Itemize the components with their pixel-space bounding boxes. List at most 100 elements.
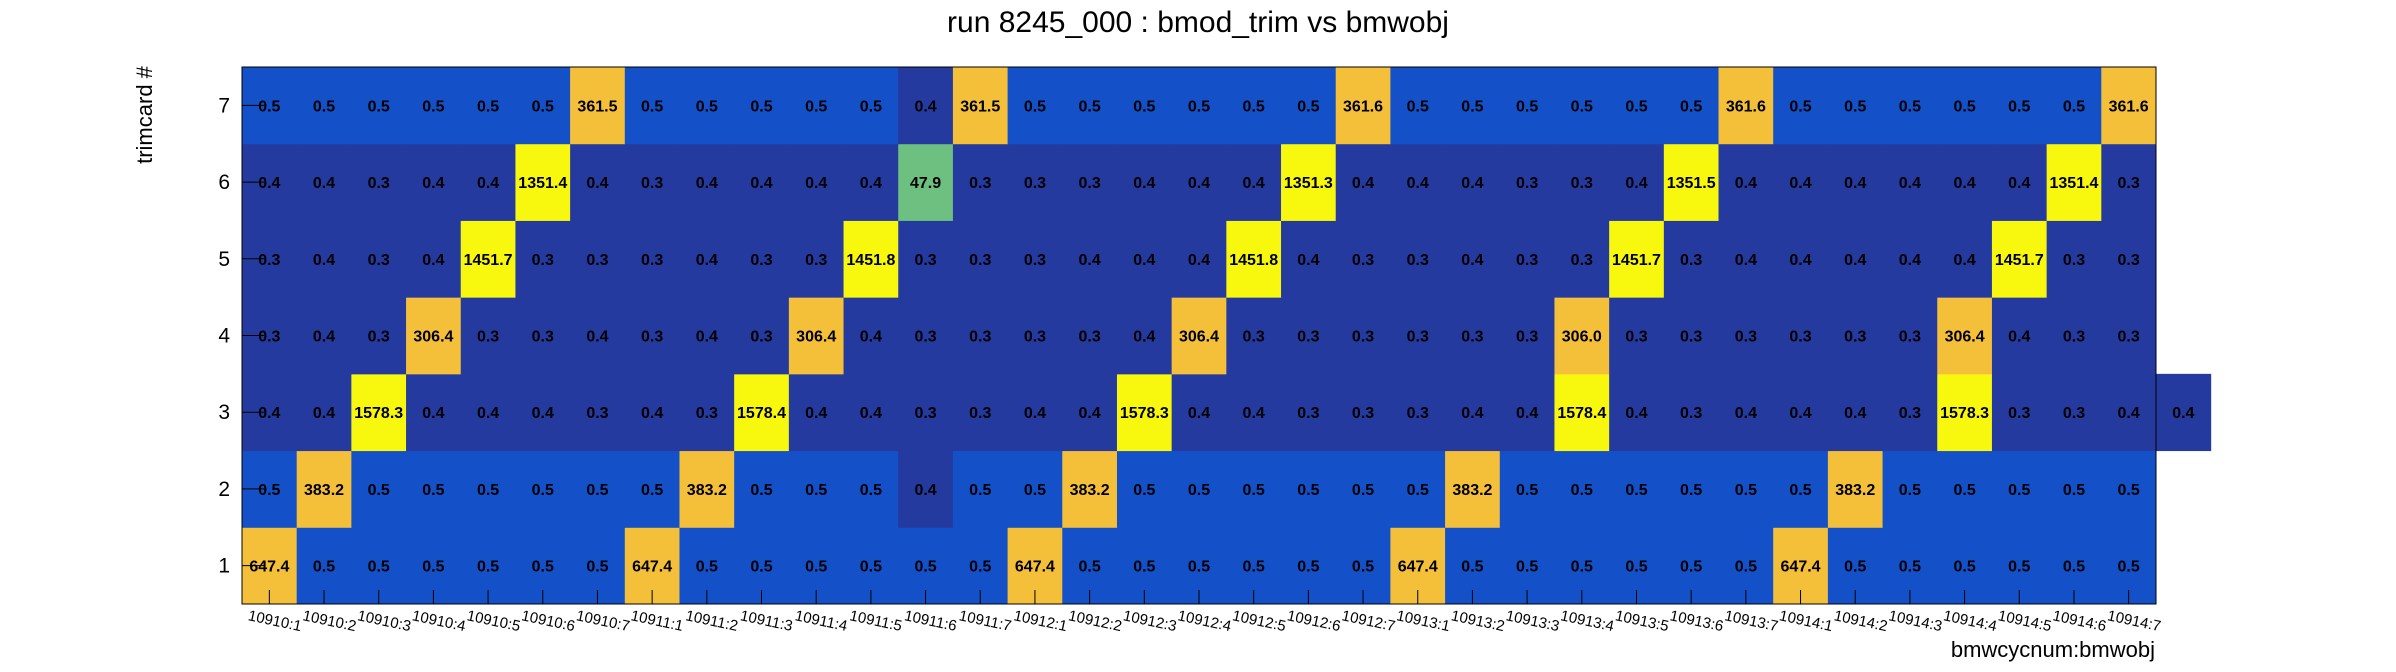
heatmap-cell	[351, 297, 407, 375]
cell-value-label: 0.5	[2063, 482, 2085, 499]
cell-value-label: 0.5	[1571, 559, 1593, 576]
cell-value-label: 0.5	[2118, 482, 2140, 499]
heatmap-cell	[2156, 373, 2212, 452]
x-tick-label: 10913:3	[1504, 607, 1561, 635]
heatmap-cell	[460, 220, 516, 298]
heatmap-cell	[351, 67, 407, 145]
cell-value-label: 0.5	[477, 98, 499, 115]
cell-value-label: 647.4	[249, 559, 289, 576]
cell-value-label: 0.3	[1352, 405, 1374, 422]
cell-value-label: 0.3	[477, 329, 499, 346]
y-axis-title: trimcard #	[132, 65, 157, 164]
heatmap-cell	[1827, 297, 1884, 375]
heatmap-cell	[1554, 220, 1610, 298]
heatmap-cell	[2101, 220, 2157, 298]
cell-value-label: 0.4	[422, 175, 444, 192]
heatmap-cell	[1007, 297, 1063, 375]
cell-value-label: 0.5	[1625, 559, 1647, 576]
cell-value-label: 47.9	[910, 175, 941, 192]
heatmap-cell	[1281, 373, 1337, 452]
cell-value-label: 0.3	[1680, 405, 1702, 422]
heatmap-cell	[734, 297, 790, 375]
cell-value-label: 0.4	[1024, 405, 1046, 422]
cell-value-label: 0.5	[532, 98, 554, 115]
heatmap-cell	[898, 143, 954, 221]
cell-value-label: 0.4	[477, 405, 499, 422]
cell-value-label: 0.5	[1625, 482, 1647, 499]
heatmap-cell	[1773, 450, 1829, 528]
heatmap-cell	[1663, 220, 1720, 298]
cell-value-label: 1578.4	[737, 405, 786, 422]
cell-value-label: 647.4	[1781, 559, 1821, 576]
heatmap-cell	[1499, 297, 1555, 375]
heatmap-cell	[515, 297, 571, 375]
heatmap-cell	[570, 373, 626, 452]
heatmap-cell	[1882, 67, 1938, 145]
y-tick-label: 6	[218, 171, 230, 194]
cell-value-label: 1351.4	[518, 175, 567, 192]
cell-value-label: 0.3	[586, 252, 608, 269]
cell-value-label: 0.5	[1789, 98, 1811, 115]
cell-value-label: 306.4	[796, 329, 836, 346]
heatmap-cell	[1171, 143, 1227, 221]
heatmap-cell	[679, 450, 735, 528]
cell-value-label: 0.4	[1789, 175, 1811, 192]
heatmap-cell	[1609, 450, 1665, 528]
cell-value-label: 0.5	[860, 482, 882, 499]
x-tick-label: 10913:2	[1450, 607, 1507, 635]
cell-value-label: 306.0	[1562, 329, 1602, 346]
heatmap-cell	[1335, 143, 1391, 221]
heatmap-cell	[734, 67, 790, 145]
cell-value-label: 0.3	[2008, 405, 2030, 422]
heatmap-cell	[1554, 143, 1610, 221]
cell-value-label: 0.5	[2008, 482, 2030, 499]
heatmap-cell	[515, 220, 571, 298]
heatmap-cell	[2046, 450, 2102, 528]
heatmap-cell	[570, 67, 626, 145]
heatmap-cell	[1390, 450, 1446, 528]
cell-value-label: 0.5	[1243, 98, 1265, 115]
cell-value-label: 647.4	[1398, 559, 1438, 576]
x-tick-label: 10914:3	[1887, 607, 1944, 635]
x-tick-label: 10913:6	[1668, 607, 1725, 635]
cell-value-label: 0.5	[969, 559, 991, 576]
x-tick-label: 10914:5	[1996, 607, 2053, 635]
heatmap-cell	[1827, 143, 1884, 221]
cell-value-labels: 647.4 0.5 0.5 0.5 0.5 0.5 0.5 647.4 0.5 0.5 0.5 0.5…	[249, 98, 2194, 575]
cell-value-label: 0.5	[1680, 98, 1702, 115]
heatmap-cell	[679, 373, 735, 452]
cell-value-label: 0.5	[1024, 482, 1046, 499]
heatmap-cell	[1007, 220, 1063, 298]
cell-value-label: 0.4	[1953, 252, 1975, 269]
cell-value-label: 0.5	[1188, 98, 1210, 115]
cell-value-label: 0.5	[860, 559, 882, 576]
cell-value-label: 0.5	[1188, 559, 1210, 576]
heatmap-cell	[1937, 297, 1993, 375]
heatmap-cell	[406, 67, 462, 145]
heatmap-cell	[2046, 220, 2102, 298]
heatmap-cell	[296, 67, 352, 145]
cell-value-label: 0.4	[1133, 329, 1155, 346]
cell-value-label: 0.3	[1516, 252, 1538, 269]
heatmap-cell	[1171, 297, 1227, 375]
x-tick-label: 10914:2	[1832, 607, 1889, 635]
cell-value-label: 0.5	[1024, 98, 1046, 115]
cell-value-label: 0.5	[1461, 559, 1483, 576]
x-tick-label: 10914:7	[2106, 607, 2163, 635]
heatmap-cell	[898, 450, 954, 528]
heatmap-cell	[406, 373, 462, 452]
heatmap-cell	[1335, 67, 1391, 145]
x-tick-label: 10912:5	[1231, 607, 1288, 635]
x-tick-label: 10913:5	[1614, 607, 1671, 635]
heatmap-cell	[1116, 143, 1173, 221]
heatmap-cell	[624, 373, 680, 452]
heatmap-cell	[1827, 450, 1884, 528]
heatmap-cell	[296, 373, 352, 452]
cell-value-label: 0.3	[1789, 329, 1811, 346]
heatmap-cell	[898, 220, 954, 298]
heatmap-cell	[1609, 67, 1665, 145]
cell-value-label: 0.5	[750, 98, 772, 115]
cell-value-label: 0.3	[1899, 329, 1921, 346]
cell-value-label: 1578.3	[1940, 405, 1989, 422]
